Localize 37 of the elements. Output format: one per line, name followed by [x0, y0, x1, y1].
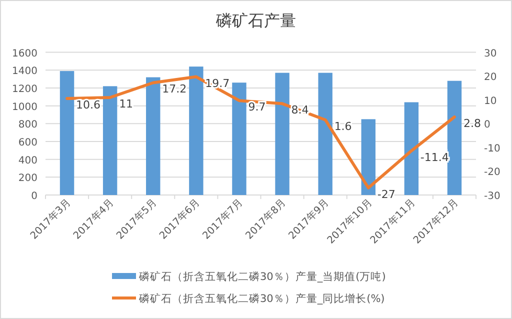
y-tick-label: 800: [18, 120, 38, 131]
y-tick-label: 1400: [12, 66, 38, 78]
y2-tick-label: 10: [484, 96, 497, 107]
y2-tick-label: -20: [484, 167, 500, 178]
data-label: 9.7: [248, 100, 266, 114]
y-tick-label: 200: [18, 173, 38, 184]
bar: [318, 72, 332, 195]
y2-tick-label: -10: [484, 143, 500, 154]
bar: [146, 77, 160, 195]
y-tick-label: 1600: [12, 48, 38, 60]
bar: [102, 86, 118, 195]
bar: [447, 80, 462, 195]
data-label: 10.6: [76, 98, 101, 112]
legend-label: 磷矿石（折含五氧化二磷30％）产量_同比增长(%): [138, 292, 385, 305]
data-label: 1.6: [334, 120, 352, 133]
bar: [361, 119, 376, 195]
y2-tick-label: 20: [484, 72, 497, 84]
y2-tick-label: 30: [484, 48, 497, 60]
bar: [60, 71, 74, 195]
y2-tick-label: 0: [484, 120, 490, 131]
line-series: [66, 75, 456, 190]
y2-tick-label: -30: [484, 191, 500, 202]
bar: [275, 72, 290, 195]
y-tick-label: 400: [18, 155, 38, 166]
chart-title: 磷矿石产量: [215, 11, 296, 30]
data-label: 11: [119, 97, 134, 110]
bar: [189, 66, 204, 195]
legend-label: 磷矿石（折含五氧化二磷30％）产量_当期值(万吨): [138, 270, 386, 283]
y-tick-label: 1200: [12, 84, 38, 95]
data-label: 17.2: [162, 82, 187, 96]
bar: [404, 102, 419, 195]
data-label: 2.8: [463, 116, 481, 130]
y-tick-label: 600: [18, 137, 38, 148]
y-tick-label: 0: [31, 191, 38, 202]
bar: [232, 82, 246, 195]
data-label: -27: [377, 188, 396, 201]
y-tick-label: 1000: [12, 102, 38, 113]
